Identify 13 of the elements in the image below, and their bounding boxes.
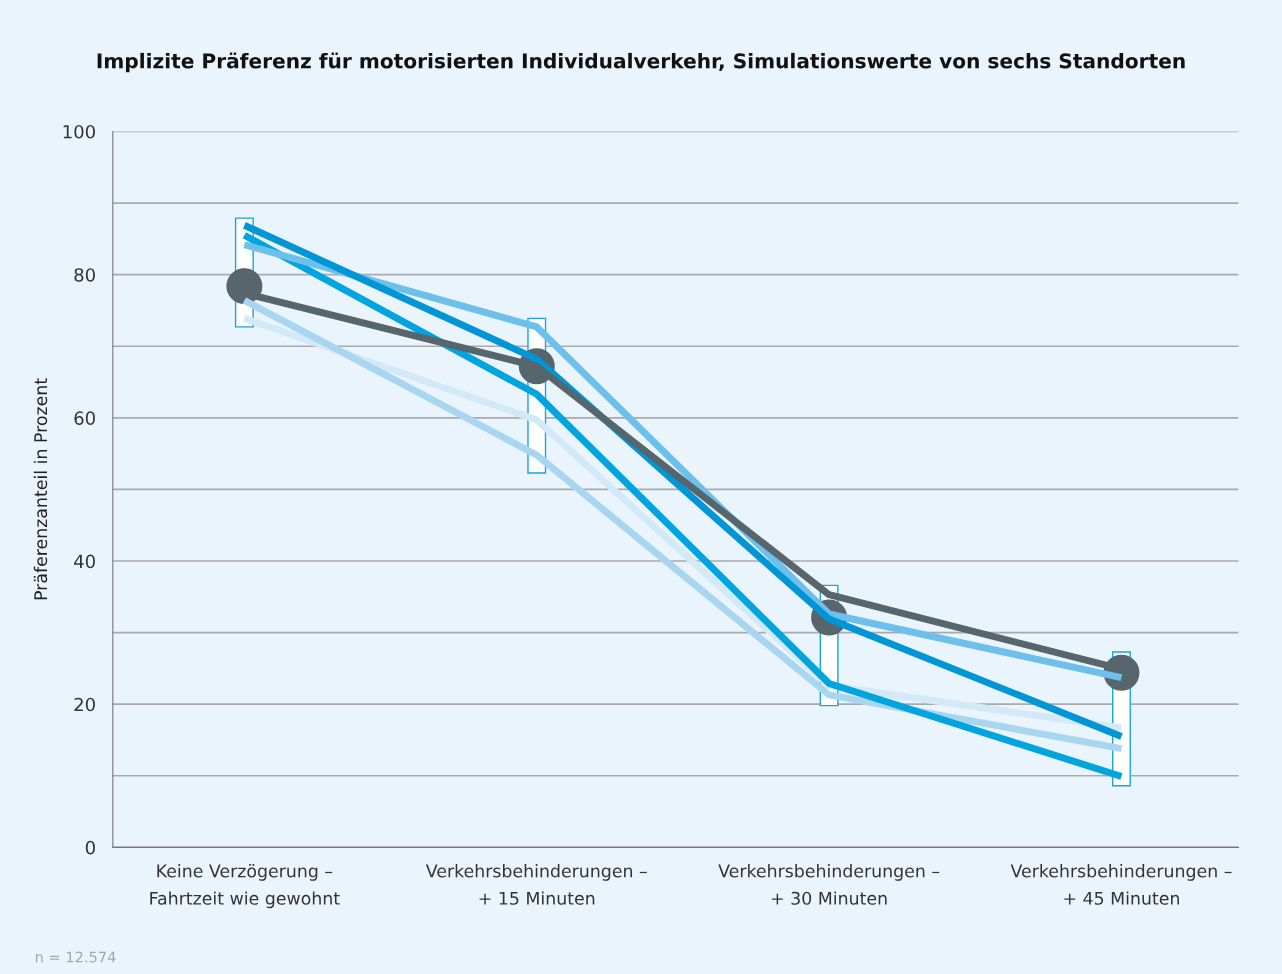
- x-tick-label: Verkehrsbehinderungen – + 15 Minuten: [425, 864, 647, 905]
- x-tick-label: Keine Verzögerung – Fahrtzeit wie gewohnt: [150, 864, 340, 909]
- x-tick-label: Verkehrsbehinderungen – + 30 Minuten: [718, 864, 940, 905]
- y-tick-label: 40: [74, 554, 95, 569]
- text: n = 12.574: [35, 951, 116, 963]
- x-tick-label: Verkehrsbehinderungen – + 45 Minuten: [1010, 864, 1232, 905]
- y-tick-label: 80: [74, 268, 95, 282]
- y-tick-label: 100: [63, 124, 95, 139]
- chart-title: Implizite Präferenz für motorisierten Individualverkehr, Simulationswerte von sechs Standorten: [97, 52, 1185, 73]
- y-axis-title: Präferenzanteil in Prozent: [33, 378, 48, 600]
- y-tick-label: 20: [74, 697, 95, 712]
- y-tick-label: 60: [74, 411, 95, 425]
- y-tick-label: 0: [85, 840, 95, 855]
